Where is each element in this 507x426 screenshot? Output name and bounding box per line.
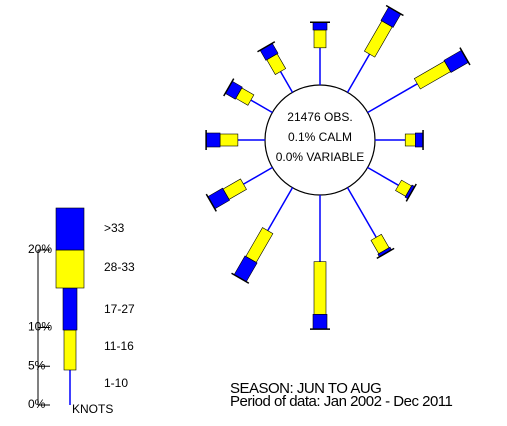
spoke-cap — [385, 4, 404, 17]
legend-key — [55, 249, 85, 289]
spoke-segment — [404, 133, 416, 147]
spoke-segment — [312, 21, 328, 31]
spoke — [367, 166, 417, 202]
legend-label: 11-16 — [104, 339, 134, 353]
spoke-cap — [257, 41, 276, 53]
spoke-line — [279, 71, 294, 93]
y-tick-label: 0% — [28, 397, 46, 411]
note: SEASON: JUN TO AUG — [230, 380, 381, 397]
spoke-segment — [313, 29, 327, 49]
spoke-segment — [219, 133, 239, 147]
spoke — [257, 41, 294, 93]
center-text: 0.0% VARIABLE — [276, 150, 365, 164]
y-tick-label: 20% — [28, 242, 52, 256]
spoke-cap — [405, 183, 417, 202]
spoke-cap — [205, 193, 217, 212]
spoke-line — [250, 99, 273, 114]
spoke-segment — [205, 132, 221, 148]
spoke — [367, 47, 471, 114]
y-tick-label: 5% — [28, 358, 46, 372]
spoke — [310, 195, 330, 330]
legend-label: >33 — [104, 221, 125, 235]
spoke-cap — [223, 78, 235, 97]
spoke — [223, 78, 273, 114]
spoke — [375, 130, 424, 150]
legend-label: 28-33 — [104, 260, 135, 274]
spoke — [346, 187, 395, 260]
spoke-line — [267, 187, 294, 231]
legend-units: KNOTS — [72, 402, 113, 416]
spoke — [205, 130, 265, 150]
legend-key — [62, 287, 78, 331]
spoke-line — [367, 83, 418, 114]
spoke-segment — [363, 20, 393, 58]
spoke — [231, 187, 294, 284]
center-text: 21476 OBS. — [287, 110, 352, 124]
spoke — [346, 4, 404, 93]
spoke-line — [346, 53, 371, 93]
spoke-segment — [414, 132, 424, 148]
spoke-segment — [413, 60, 451, 90]
spoke-segment — [245, 227, 274, 263]
spoke-line — [243, 166, 273, 185]
y-tick-label: 10% — [28, 320, 52, 334]
spoke-segment — [312, 314, 328, 330]
spoke-cap — [459, 47, 471, 66]
legend-label: 17-27 — [104, 302, 135, 316]
spoke-cap — [376, 247, 395, 260]
spoke — [310, 21, 330, 85]
legend-key — [55, 207, 85, 251]
note: Period of data: Jan 2002 - Dec 2011 — [230, 393, 453, 410]
spoke-cap — [231, 272, 250, 284]
center-text: 0.1% CALM — [288, 130, 352, 144]
spoke-line — [367, 166, 399, 186]
legend-label: 1-10 — [104, 376, 128, 390]
legend-key — [63, 329, 77, 371]
spoke-line — [346, 187, 377, 238]
spoke — [205, 166, 273, 212]
spoke-segment — [313, 261, 327, 315]
